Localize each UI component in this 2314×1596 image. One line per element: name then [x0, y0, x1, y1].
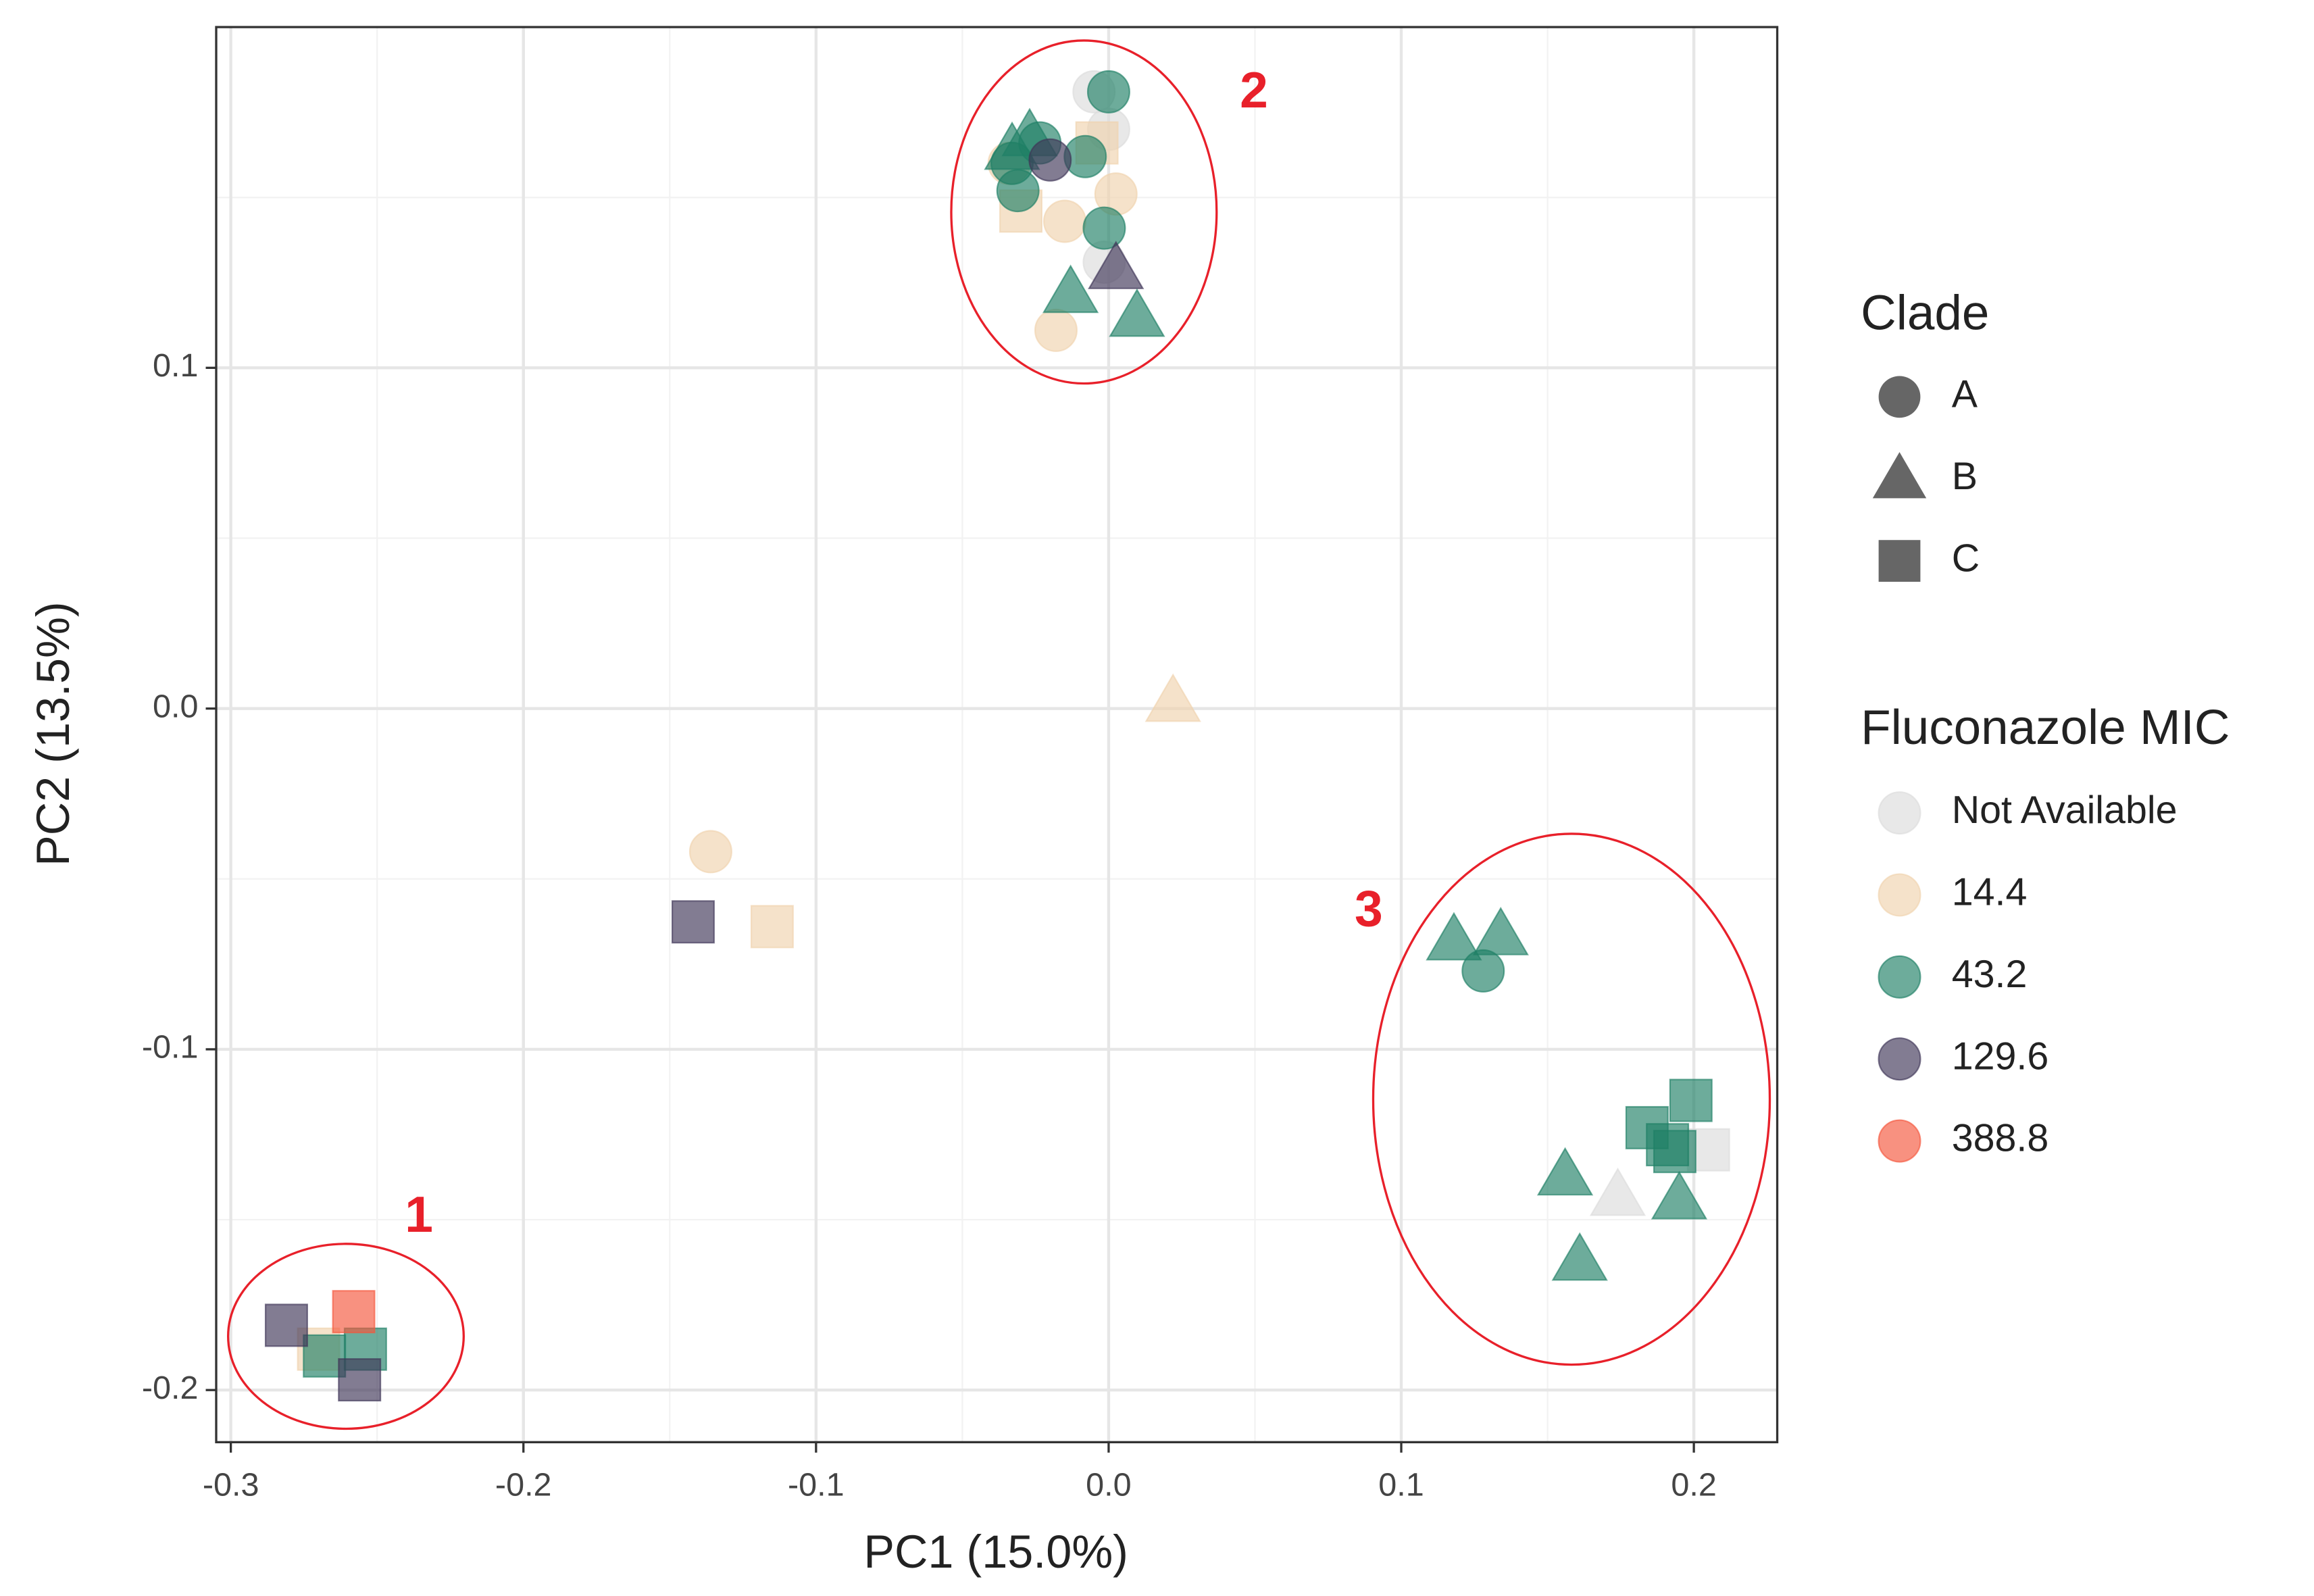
highlight-ellipse — [1372, 832, 1771, 1366]
point — [1461, 949, 1505, 993]
legend-label: 388.8 — [1952, 1117, 2049, 1160]
highlight-ellipse — [950, 39, 1218, 385]
point — [1109, 288, 1165, 337]
legend-label: B — [1952, 455, 1978, 498]
legend-key — [1872, 452, 1927, 499]
point — [1551, 1232, 1608, 1281]
x-tick-label: 0.0 — [1086, 1466, 1132, 1503]
legend-label: A — [1952, 373, 1978, 416]
legend-label: C — [1952, 537, 1980, 580]
point — [1145, 673, 1201, 722]
color-legend-title: Fluconazole MIC — [1861, 700, 2230, 755]
point — [1086, 70, 1130, 114]
y-tick-label: -0.2 — [142, 1370, 199, 1406]
x-tick-label: -0.2 — [495, 1466, 552, 1503]
point — [1088, 241, 1145, 289]
x-tick-label: 0.1 — [1378, 1466, 1424, 1503]
legend-key — [1878, 1037, 1921, 1081]
point — [332, 1290, 376, 1334]
point — [1426, 912, 1482, 961]
point — [1651, 1170, 1708, 1220]
point — [1082, 206, 1126, 250]
point — [1042, 199, 1086, 243]
legend-key — [1878, 955, 1921, 999]
shape-legend-title: Clade — [1861, 285, 1989, 340]
point — [688, 830, 732, 874]
point — [750, 905, 794, 949]
legend-key — [1878, 376, 1921, 418]
point — [264, 1303, 308, 1347]
legend-key — [1878, 1119, 1921, 1163]
annotation-label: 1 — [405, 1186, 433, 1243]
annotation-label: 3 — [1355, 880, 1383, 937]
plot-border — [215, 26, 1779, 1444]
point — [984, 121, 1040, 170]
legend-key — [1878, 791, 1921, 835]
legend-label: 43.2 — [1952, 953, 2028, 996]
point — [1536, 1147, 1594, 1196]
point — [1653, 1130, 1696, 1174]
point — [996, 169, 1040, 213]
x-tick-label: -0.1 — [788, 1466, 845, 1503]
legend-key — [1878, 540, 1921, 582]
point — [1028, 138, 1072, 182]
annotation-label: 2 — [1240, 61, 1268, 118]
point — [1589, 1167, 1646, 1216]
highlight-ellipse — [226, 1243, 465, 1430]
y-tick-label: 0.0 — [153, 688, 198, 724]
x-tick-label: -0.3 — [203, 1466, 259, 1503]
y-tick-label: -0.1 — [142, 1029, 199, 1066]
point — [1472, 907, 1529, 955]
x-axis-title: PC1 (15.0%) — [863, 1526, 1128, 1578]
legend-label: 129.6 — [1952, 1034, 2049, 1078]
x-tick-label: 0.2 — [1671, 1466, 1717, 1503]
point — [1034, 308, 1078, 352]
point — [1669, 1078, 1713, 1122]
point — [1042, 264, 1099, 314]
legend-label: 14.4 — [1952, 871, 2028, 914]
point — [338, 1358, 382, 1402]
point — [671, 900, 715, 944]
legend-label: Not Available — [1952, 789, 2178, 832]
y-tick-label: 0.1 — [153, 347, 198, 384]
legend-key — [1878, 873, 1921, 917]
y-axis-title: PC2 (13.5%) — [28, 601, 79, 866]
